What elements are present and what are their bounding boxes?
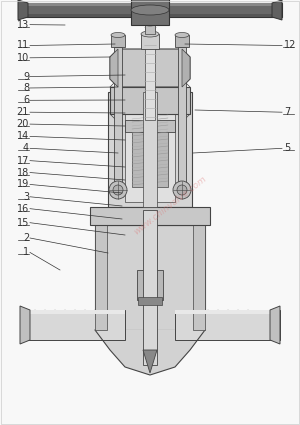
Text: 19: 19 — [17, 179, 29, 190]
Text: 9: 9 — [23, 71, 29, 82]
Text: 4: 4 — [23, 143, 29, 153]
Text: 15: 15 — [16, 218, 29, 228]
Polygon shape — [20, 310, 125, 314]
Ellipse shape — [173, 181, 191, 199]
Polygon shape — [95, 225, 205, 330]
Bar — [145, 24, 155, 34]
Bar — [138, 297, 162, 305]
Polygon shape — [18, 3, 282, 6]
Bar — [143, 92, 157, 207]
Bar — [125, 112, 175, 202]
Bar — [178, 47, 186, 195]
Text: 17: 17 — [16, 156, 29, 166]
Bar — [90, 207, 210, 225]
Polygon shape — [175, 310, 280, 314]
Text: 11: 11 — [17, 40, 29, 51]
Text: 8: 8 — [23, 83, 29, 93]
Ellipse shape — [175, 32, 189, 37]
Bar — [125, 120, 175, 132]
Polygon shape — [110, 49, 190, 87]
Text: 1: 1 — [23, 247, 29, 258]
Text: 6: 6 — [23, 95, 29, 105]
Bar — [108, 92, 192, 207]
Ellipse shape — [109, 181, 127, 199]
Polygon shape — [18, 14, 282, 17]
Polygon shape — [18, 0, 28, 20]
Text: 7: 7 — [284, 107, 290, 117]
Bar — [131, 0, 169, 25]
Ellipse shape — [177, 185, 187, 195]
Polygon shape — [272, 0, 282, 20]
Polygon shape — [18, 3, 282, 17]
Bar — [141, 34, 159, 49]
Bar — [145, 25, 155, 120]
Polygon shape — [143, 350, 157, 373]
Ellipse shape — [111, 32, 125, 37]
Polygon shape — [270, 306, 280, 344]
Polygon shape — [111, 35, 125, 47]
Text: 16: 16 — [17, 204, 29, 214]
Ellipse shape — [141, 31, 159, 37]
Polygon shape — [95, 225, 107, 330]
Bar — [132, 132, 168, 187]
Text: 3: 3 — [23, 192, 29, 202]
Text: 10: 10 — [17, 53, 29, 63]
Bar — [114, 47, 122, 195]
Ellipse shape — [145, 22, 155, 26]
Text: 13: 13 — [17, 20, 29, 30]
Polygon shape — [175, 35, 189, 47]
Polygon shape — [20, 310, 125, 340]
Bar — [137, 270, 163, 300]
Text: 2: 2 — [23, 233, 29, 243]
Text: 21: 21 — [16, 107, 29, 117]
Text: 14: 14 — [17, 131, 29, 142]
Polygon shape — [175, 310, 280, 340]
Polygon shape — [193, 225, 205, 330]
Polygon shape — [20, 306, 30, 344]
Polygon shape — [182, 49, 190, 87]
Text: www.chinvalve.com: www.chinvalve.com — [132, 174, 208, 236]
Polygon shape — [110, 49, 118, 87]
Bar — [110, 87, 190, 114]
Bar — [143, 210, 157, 365]
Polygon shape — [95, 330, 205, 375]
Text: 5: 5 — [284, 143, 290, 153]
Text: 12: 12 — [284, 40, 296, 51]
Ellipse shape — [113, 185, 123, 195]
Text: 20: 20 — [16, 119, 29, 129]
Ellipse shape — [131, 5, 169, 15]
Text: 18: 18 — [17, 167, 29, 178]
